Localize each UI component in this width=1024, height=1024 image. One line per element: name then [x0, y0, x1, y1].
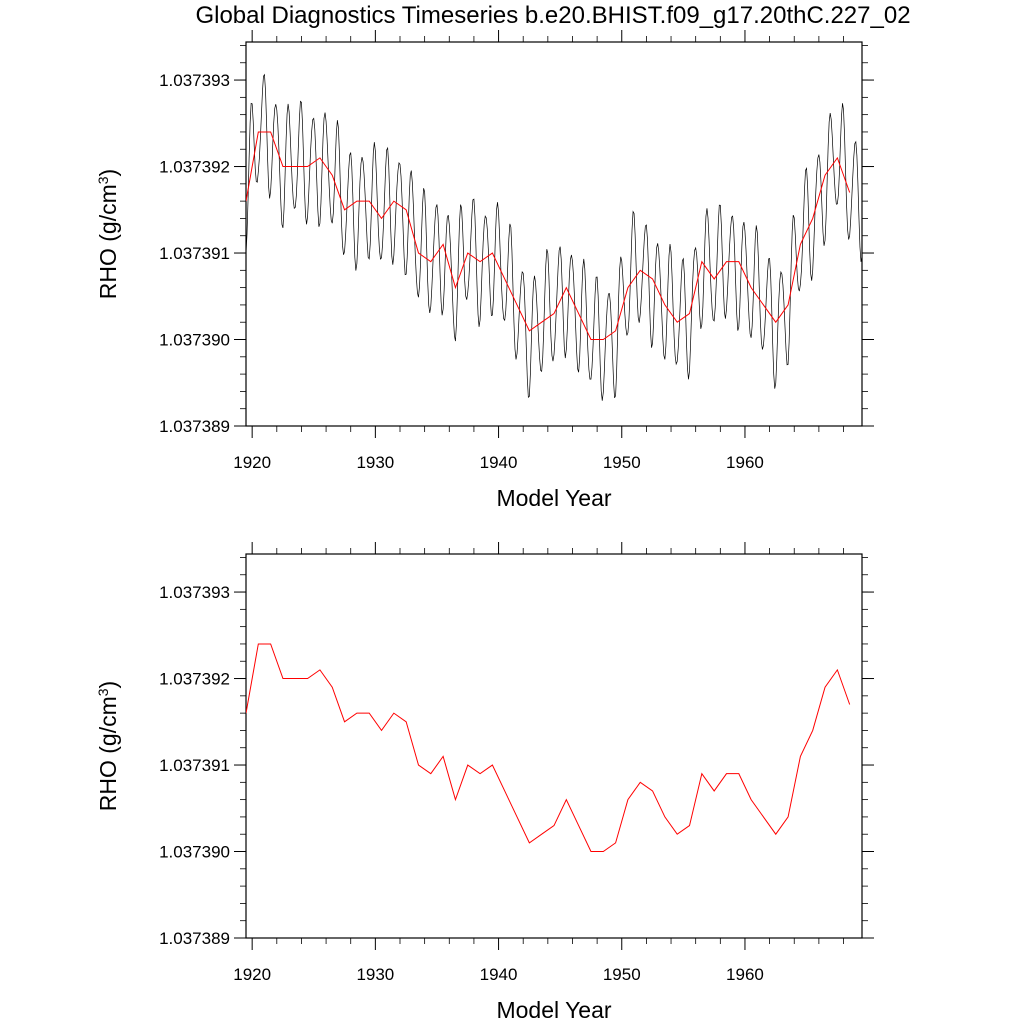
- x-tick-label: 1940: [480, 453, 518, 472]
- plot-area: [246, 73, 862, 401]
- y-tick-label: 1.037393: [159, 71, 230, 90]
- x-tick-label: 1940: [480, 965, 518, 984]
- y-axis-title: RHO (g/cm3): [95, 169, 121, 299]
- plot-frame: [245, 553, 863, 939]
- x-tick-label: 1920: [233, 965, 271, 984]
- panel-1: 1920 1930 1940 1950 1960 1.037389 1.037390 1.03…: [95, 30, 874, 511]
- y-tick-label: 1.037392: [159, 158, 230, 177]
- y-tick-label: 1.037393: [159, 583, 230, 602]
- plot-area: [246, 643, 851, 853]
- panel-2: 1920 1930 1940 1950 1960 1.037389 1.037390 1.03…: [95, 542, 874, 1023]
- annual-mean-line: [246, 131, 851, 341]
- chart-title: Global Diagnostics Timeseries b.e20.BHIS…: [195, 2, 911, 29]
- plot-frame: [245, 41, 863, 427]
- x-tick-label: 1930: [356, 453, 394, 472]
- y-tick-label: 1.037389: [159, 417, 230, 436]
- annual-mean-line: [246, 643, 851, 853]
- monthly-series-line: [246, 73, 862, 401]
- y-tick-label: 1.037390: [159, 843, 230, 862]
- x-tick-label: 1960: [726, 453, 764, 472]
- y-tick-label: 1.037392: [159, 670, 230, 689]
- x-tick-label: 1920: [233, 453, 271, 472]
- y-tick-label: 1.037391: [159, 756, 230, 775]
- x-tick-label: 1950: [603, 453, 641, 472]
- y-tick-label: 1.037389: [159, 929, 230, 948]
- x-tick-label: 1950: [603, 965, 641, 984]
- y-axis-title: RHO (g/cm3): [95, 681, 121, 811]
- y-tick-label: 1.037390: [159, 331, 230, 350]
- x-axis-title: Model Year: [496, 997, 611, 1023]
- y-tick-label: 1.037391: [159, 244, 230, 263]
- x-tick-label: 1960: [726, 965, 764, 984]
- x-tick-label: 1930: [356, 965, 394, 984]
- x-axis-title: Model Year: [496, 485, 611, 511]
